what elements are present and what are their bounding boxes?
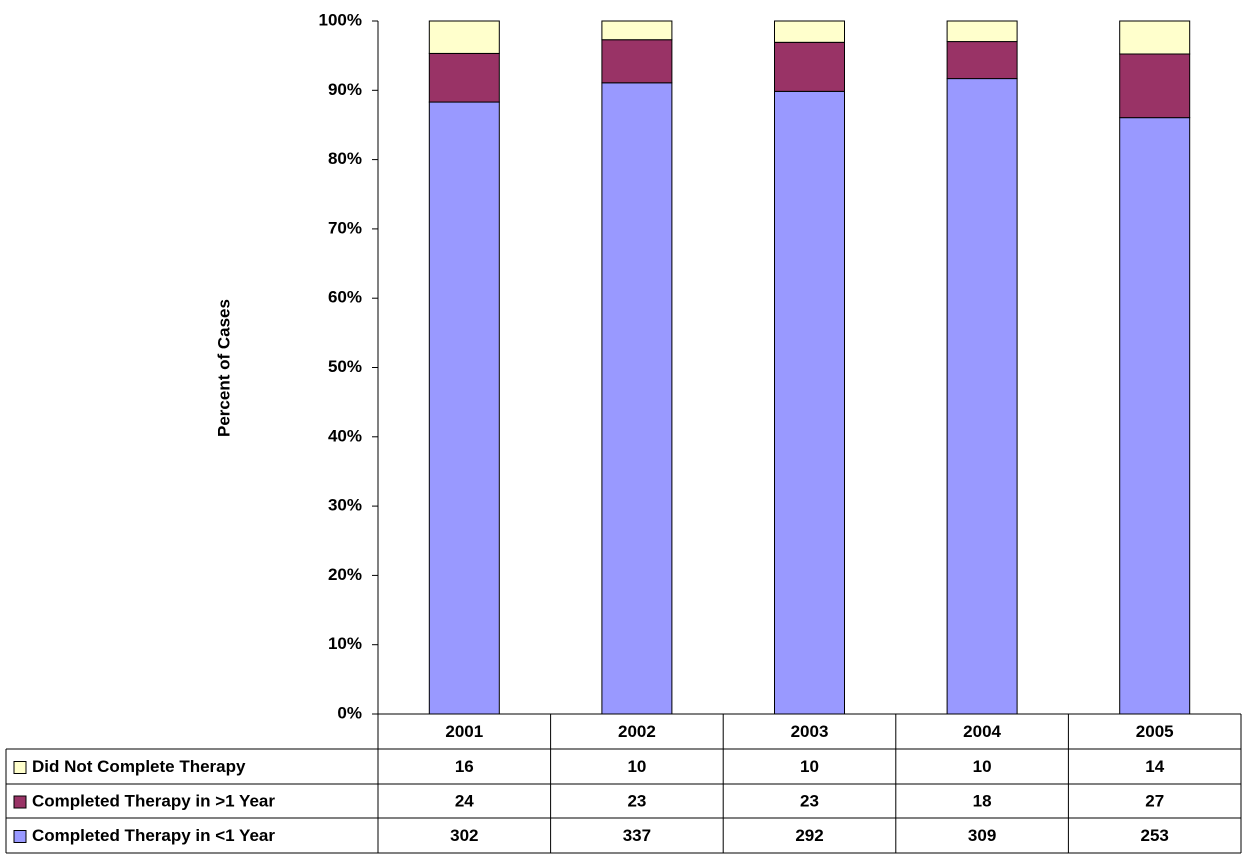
bar-segment — [774, 41, 845, 92]
y-tick-label: 60% — [328, 288, 362, 307]
legend-label: Did Not Complete Therapy — [32, 757, 246, 776]
y-tick-label: 100% — [319, 10, 362, 29]
bar-segment — [428, 101, 500, 715]
bar-segment — [601, 20, 673, 41]
legend-swatch — [13, 795, 27, 809]
legend-label: Completed Therapy in >1 Year — [32, 791, 275, 810]
table-value: 292 — [795, 826, 823, 845]
bar-segment — [601, 39, 673, 84]
y-tick-label: 10% — [328, 634, 362, 653]
bar-segment — [946, 41, 1018, 80]
y-tick-label: 30% — [328, 496, 362, 515]
table-value: 10 — [627, 757, 646, 776]
y-tick-label: 70% — [328, 218, 362, 237]
table-value: 10 — [973, 757, 992, 776]
bar-segment — [946, 78, 1018, 715]
legend-swatch — [13, 830, 27, 843]
table-value: 16 — [455, 757, 474, 776]
y-tick-label: 90% — [328, 80, 362, 99]
bar-segment — [946, 20, 1018, 43]
bar-segment — [774, 90, 845, 715]
y-tick-label: 40% — [328, 426, 362, 445]
bar-segment — [601, 82, 673, 715]
bar-segment — [1119, 20, 1191, 55]
table-value: 337 — [623, 826, 651, 845]
x-tick-label: 2003 — [791, 722, 829, 741]
legend-label: Completed Therapy in <1 Year — [32, 826, 275, 845]
legend-swatch — [13, 761, 27, 774]
bar-segment — [1119, 117, 1191, 715]
x-tick-label: 2005 — [1136, 722, 1174, 741]
y-tick-label: 80% — [328, 149, 362, 168]
table-value: 309 — [968, 826, 996, 845]
table-value: 27 — [1145, 791, 1164, 810]
x-tick-label: 2004 — [963, 722, 1001, 741]
table-value: 23 — [627, 791, 646, 810]
bar-segment — [428, 52, 500, 103]
bar-segment — [428, 20, 500, 54]
y-axis-label: Percent of Cases — [214, 299, 233, 437]
table-value: 253 — [1141, 826, 1169, 845]
bar-segment — [1119, 53, 1191, 119]
x-tick-label: 2002 — [618, 722, 656, 741]
bar-segment — [774, 20, 845, 43]
y-tick-label: 50% — [328, 357, 362, 376]
table-value: 302 — [450, 826, 478, 845]
table-value: 24 — [455, 791, 474, 810]
x-tick-label: 2001 — [445, 722, 483, 741]
y-tick-label: 0% — [337, 703, 362, 722]
table-value: 23 — [800, 791, 819, 810]
table-value: 18 — [973, 791, 992, 810]
table-value: 10 — [800, 757, 819, 776]
table-value: 14 — [1145, 757, 1164, 776]
y-tick-label: 20% — [328, 565, 362, 584]
